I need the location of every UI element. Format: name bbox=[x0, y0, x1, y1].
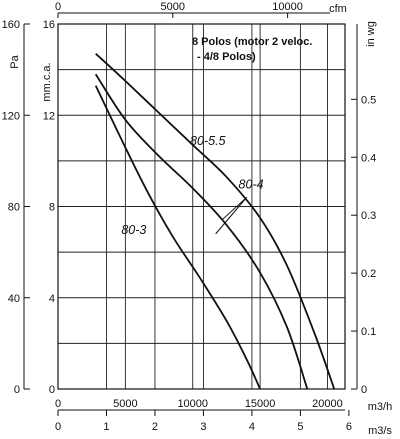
pa-tick-label: 80 bbox=[8, 202, 20, 214]
cfm-tick-label: 0 bbox=[55, 1, 61, 13]
cfm-tick-label: 5000 bbox=[161, 1, 185, 13]
m3s-tick-label: 4 bbox=[249, 421, 255, 433]
leader-line-80-4 bbox=[215, 197, 248, 235]
inwg-axis-label: in wg bbox=[365, 21, 377, 47]
m3h-tick-label: 20000 bbox=[312, 398, 343, 410]
leader-line-80-4 bbox=[221, 197, 247, 221]
curve-80-3 bbox=[94, 85, 261, 390]
inwg-tick-label: 0 bbox=[361, 384, 367, 396]
note-line-2: - 4/8 Polos) bbox=[197, 51, 256, 63]
m3h-axis-label: m3/h bbox=[368, 401, 392, 413]
m3s-tick-label: 0 bbox=[55, 421, 61, 433]
mmca-tick-label: 12 bbox=[43, 110, 55, 122]
plot-frame bbox=[57, 23, 346, 390]
pa-axis-label: Pa bbox=[9, 54, 21, 68]
m3h-tick-label: 10000 bbox=[177, 398, 208, 410]
inwg-tick-label: 0.4 bbox=[361, 152, 376, 164]
mmca-tick-label: 0 bbox=[49, 384, 55, 396]
m3h-tick-label: 0 bbox=[55, 398, 61, 410]
pa-tick-label: 160 bbox=[2, 19, 20, 31]
m3s-axis-label: m3/s bbox=[368, 425, 392, 437]
curve-label-80-5.5: 80-5.5 bbox=[190, 134, 225, 148]
curve-80-5.5 bbox=[95, 53, 336, 390]
m3s-tick-label: 1 bbox=[103, 421, 109, 433]
m3s-tick-label: 6 bbox=[346, 421, 352, 433]
inwg-tick-label: 0.5 bbox=[361, 94, 376, 106]
pa-tick-label: 40 bbox=[8, 293, 20, 305]
curve-80-4 bbox=[94, 73, 309, 390]
note-line-1: 8 Polos (motor 2 veloc. bbox=[192, 36, 312, 48]
inwg-tick-label: 0.1 bbox=[361, 326, 376, 338]
m3s-tick-label: 3 bbox=[200, 421, 206, 433]
inwg-tick-label: 0.3 bbox=[361, 210, 376, 222]
curve-label-80-4: 80-4 bbox=[239, 177, 264, 191]
mmca-tick-label: 16 bbox=[43, 19, 55, 31]
cfm-axis-label: cfm bbox=[329, 3, 347, 15]
m3h-tick-label: 15000 bbox=[245, 398, 276, 410]
performance-curves: 80-5.5 80-4 80-3 bbox=[94, 53, 336, 390]
m3s-tick-label: 5 bbox=[297, 421, 303, 433]
mmca-tick-label: 8 bbox=[49, 202, 55, 214]
m3h-tick-label: 5000 bbox=[113, 398, 137, 410]
cfm-tick-label: 10000 bbox=[272, 1, 303, 13]
inwg-tick-label: 0.2 bbox=[361, 268, 376, 280]
pa-tick-label: 0 bbox=[14, 384, 20, 396]
pa-tick-label: 120 bbox=[2, 110, 20, 122]
mmca-tick-label: 4 bbox=[49, 293, 55, 305]
curve-label-80-3: 80-3 bbox=[121, 223, 146, 237]
m3s-tick-label: 2 bbox=[152, 421, 158, 433]
mmca-axis-label: mm.c.a. bbox=[41, 62, 53, 101]
grid-lines bbox=[58, 24, 345, 389]
